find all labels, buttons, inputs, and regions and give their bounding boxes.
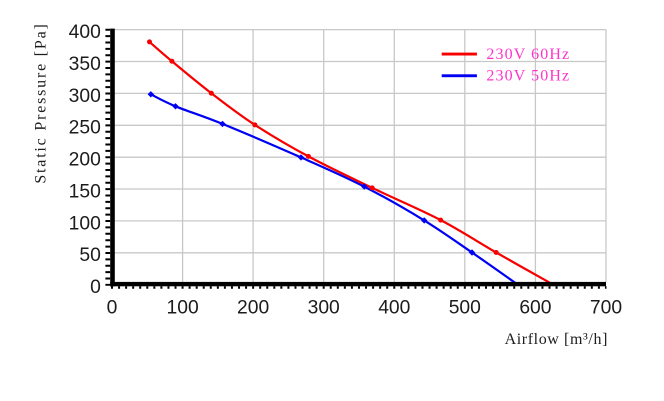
svg-text:150: 150 [69, 181, 101, 202]
svg-text:700: 700 [590, 298, 622, 319]
svg-text:50: 50 [79, 245, 100, 266]
svg-text:Airflow [m³/h]: Airflow [m³/h] [505, 331, 608, 348]
svg-text:230V 60Hz: 230V 60Hz [486, 46, 570, 63]
svg-text:400: 400 [378, 298, 410, 319]
svg-text:300: 300 [69, 86, 101, 107]
svg-text:500: 500 [449, 298, 481, 319]
svg-text:400: 400 [69, 22, 101, 43]
svg-text:300: 300 [308, 298, 340, 319]
svg-text:100: 100 [69, 213, 101, 234]
svg-text:600: 600 [519, 298, 551, 319]
svg-text:250: 250 [69, 118, 101, 139]
svg-text:200: 200 [69, 150, 101, 171]
svg-text:Static Pressure [Pa]: Static Pressure [Pa] [33, 22, 50, 183]
svg-text:230V 50Hz: 230V 50Hz [486, 68, 570, 85]
svg-text:350: 350 [69, 54, 101, 75]
svg-text:200: 200 [237, 298, 269, 319]
svg-text:0: 0 [107, 298, 118, 319]
svg-text:0: 0 [90, 277, 101, 298]
svg-text:100: 100 [167, 298, 199, 319]
